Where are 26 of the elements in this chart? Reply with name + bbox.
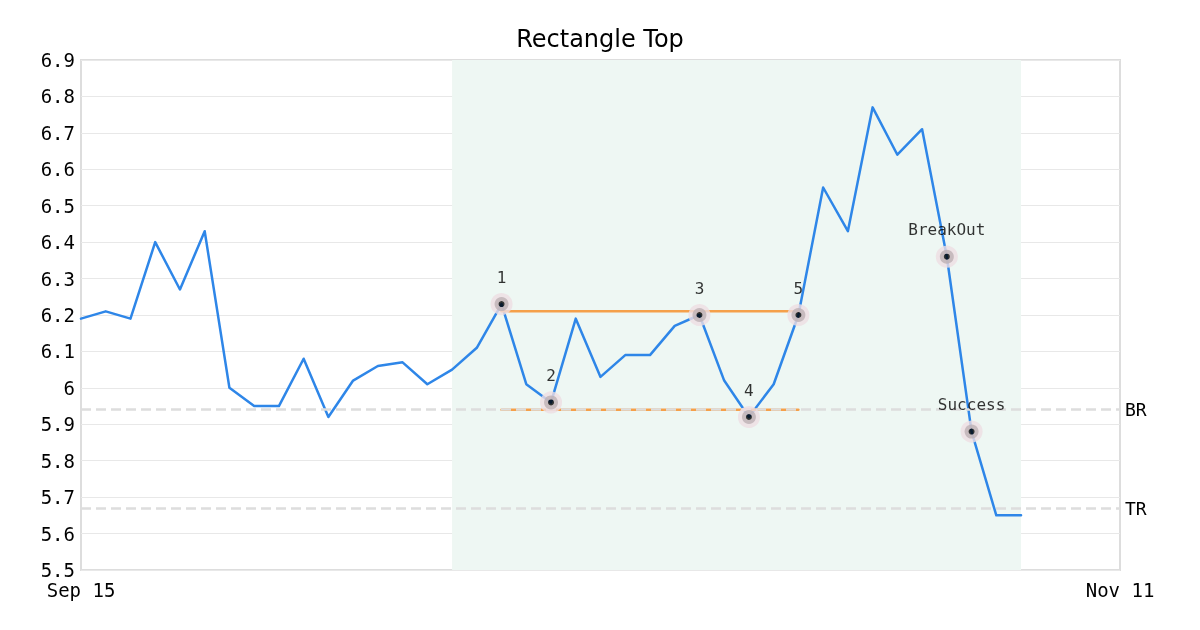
chart-title: Rectangle Top [516, 25, 684, 53]
x-tick-label: Sep 15 [46, 578, 116, 601]
y-tick-label: 6.6 [40, 158, 75, 181]
series-label: 3 [694, 278, 705, 298]
y-tick-label: 6.9 [40, 49, 75, 71]
y-tick-label: 6.4 [40, 231, 75, 254]
series-label: 1 [496, 267, 507, 287]
ref-line-label: TR [1125, 497, 1147, 519]
y-tick-label: 6.2 [40, 304, 75, 326]
y-tick-label: 5.9 [40, 413, 75, 436]
series-label: Success [937, 395, 1006, 415]
y-tick-label: 6.1 [40, 340, 75, 363]
y-tick-label: 6 [63, 376, 75, 399]
y-tick-label: 5.8 [40, 449, 75, 472]
y-tick-label: 6.7 [40, 121, 75, 144]
y-tick-label: 5.7 [40, 486, 75, 509]
x-tick-label: Nov 11 [1085, 578, 1155, 601]
y-tick-label: 6.3 [40, 267, 75, 290]
y-tick-label: 5.5 [40, 559, 75, 581]
y-tick-label: 6.5 [40, 194, 75, 217]
series-label: 2 [546, 365, 556, 385]
series-label: 4 [744, 380, 754, 400]
ref-line-label: BR [1125, 399, 1147, 421]
y-tick-label: 5.6 [40, 522, 75, 545]
y-tick-label: 6.8 [40, 85, 75, 108]
series-label: 5 [793, 278, 804, 298]
